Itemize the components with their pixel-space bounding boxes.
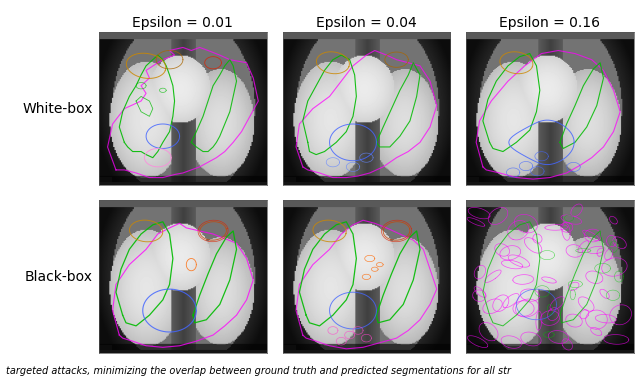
Text: Epsilon = 0.16: Epsilon = 0.16 xyxy=(499,16,600,30)
Text: White-box: White-box xyxy=(22,102,93,116)
Text: Epsilon = 0.04: Epsilon = 0.04 xyxy=(316,16,417,30)
Text: targeted attacks, minimizing the overlap between ground truth and predicted segm: targeted attacks, minimizing the overlap… xyxy=(6,366,511,376)
Text: Black-box: Black-box xyxy=(25,270,93,284)
Text: Epsilon = 0.01: Epsilon = 0.01 xyxy=(132,16,234,30)
